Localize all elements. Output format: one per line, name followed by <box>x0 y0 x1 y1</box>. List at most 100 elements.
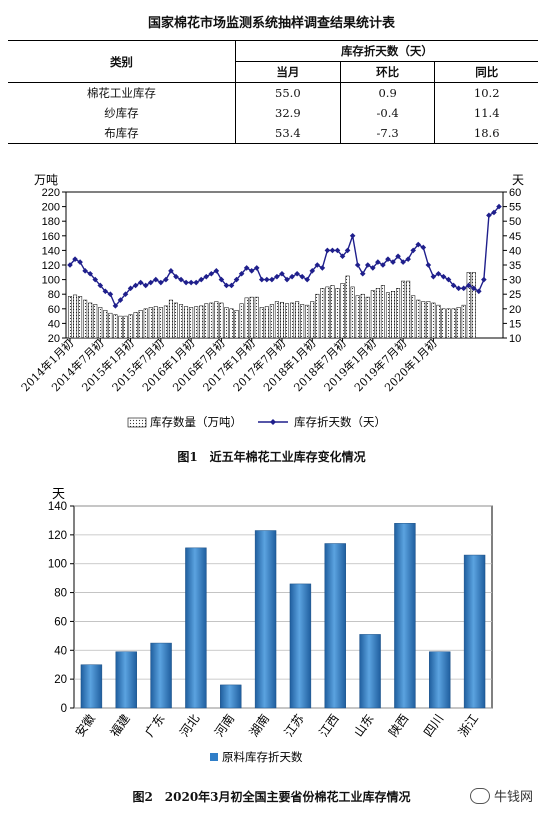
days-marker <box>415 241 422 248</box>
days-marker <box>430 273 437 280</box>
days-marker <box>354 262 361 268</box>
y2-tick-label: 25 <box>509 289 521 301</box>
inventory-bar <box>123 315 128 339</box>
days-marker <box>77 259 83 265</box>
y2-tick-label: 55 <box>509 202 521 214</box>
inventory-bar <box>194 306 199 339</box>
province-bar <box>185 547 207 709</box>
category-label: 江苏 <box>282 712 307 740</box>
category-label: 福建 <box>107 711 133 739</box>
days-marker <box>112 303 119 309</box>
chat-icon <box>469 787 490 804</box>
inventory-bar <box>108 312 113 339</box>
row-yoy: 11.4 <box>473 106 500 120</box>
y-tick-label: 60 <box>54 616 67 628</box>
days-marker <box>440 273 447 280</box>
inventory-bar <box>471 272 476 339</box>
y-tick-label: 40 <box>48 318 60 330</box>
y-tick-label: 220 <box>42 187 60 199</box>
y-tick-label: 120 <box>42 260 60 272</box>
inventory-bar <box>83 299 88 339</box>
inventory-bar <box>345 275 350 339</box>
days-marker <box>97 282 104 289</box>
inventory-bar <box>390 291 396 339</box>
inventory-bar <box>158 307 163 339</box>
row-name: 棉花工业库存 <box>8 82 236 103</box>
days-marker <box>410 247 416 254</box>
category-label: 江西 <box>316 712 341 740</box>
days-marker <box>486 212 492 219</box>
x-tick-label: 2018年1月初 <box>260 336 318 394</box>
days-marker <box>435 270 442 277</box>
y2-tick-label: 40 <box>509 245 521 257</box>
days-marker <box>198 276 205 283</box>
inventory-bar <box>279 301 284 339</box>
y-tick-label: 120 <box>48 530 67 542</box>
inventory-bar <box>375 288 380 339</box>
y-tick-label: 100 <box>48 559 67 571</box>
y-tick-label: 180 <box>42 216 60 228</box>
days-marker <box>102 288 109 295</box>
days-marker <box>248 268 255 274</box>
inventory-bar <box>300 304 305 339</box>
province-bar <box>289 583 312 709</box>
province-bar <box>220 684 242 709</box>
inventory-bar <box>335 288 340 339</box>
x-tick-label: 2020年1月初 <box>382 336 440 394</box>
y-tick-label: 140 <box>48 501 67 513</box>
days-marker <box>132 282 139 289</box>
x-tick-label: 2016年7月初 <box>170 336 228 394</box>
inventory-bar <box>325 286 330 339</box>
inventory-bar <box>431 302 436 339</box>
days-marker <box>67 262 73 268</box>
province-bar <box>463 554 486 709</box>
y-tick-label: 100 <box>42 275 60 287</box>
inventory-bar <box>330 285 335 339</box>
province-bar <box>80 664 103 709</box>
inventory-bar <box>290 302 295 339</box>
category-label: 河南 <box>211 711 237 739</box>
row-current: 55.0 <box>235 82 341 103</box>
days-marker <box>153 276 159 283</box>
days-marker <box>274 273 280 280</box>
inventory-bar <box>305 304 310 339</box>
inventory-bar <box>320 288 325 339</box>
inventory-bar <box>113 314 118 339</box>
y-tick-label: 0 <box>61 703 67 715</box>
days-marker <box>72 256 78 262</box>
days-marker <box>269 276 275 283</box>
inventory-bar <box>78 296 83 339</box>
days-marker <box>107 291 114 297</box>
inventory-bar <box>254 296 259 339</box>
inventory-bar <box>295 301 300 339</box>
days-marker <box>147 279 154 286</box>
inventory-bar <box>396 288 401 339</box>
province-bar <box>394 523 416 709</box>
inventory-bar <box>163 305 168 339</box>
y-tick-label: 20 <box>54 674 67 686</box>
inventory-bar <box>310 301 315 339</box>
inventory-bar <box>274 301 279 339</box>
inventory-bar <box>214 301 219 339</box>
inventory-bar <box>234 310 239 339</box>
row-current: 53.4 <box>235 123 341 144</box>
chart-province-inventory: 0 20 40 60 80 100 120 140天安徽 福建 广东 河北 河南 湖南 江苏 江西 山东 陕西四… <box>48 487 493 764</box>
category-label: 陕西 <box>385 711 411 739</box>
days-marker <box>425 262 432 268</box>
days-marker <box>294 270 300 277</box>
y2-tick-label: 35 <box>509 260 521 272</box>
category-label: 河北 <box>177 712 202 740</box>
legend-label: 原料库存折天数 <box>222 750 303 764</box>
y-axis-unit: 天 <box>52 487 65 502</box>
days-marker <box>82 268 88 274</box>
days-marker <box>491 209 497 216</box>
row-mom: -0.4 <box>340 103 436 123</box>
inventory-bar <box>168 299 173 339</box>
days-marker <box>203 273 210 280</box>
y-tick-label: 40 <box>54 645 67 657</box>
inventory-bar <box>143 308 148 339</box>
inventory-bar <box>466 272 471 339</box>
inventory-bar <box>360 293 365 339</box>
days-marker <box>364 262 371 268</box>
inventory-bar <box>204 303 209 339</box>
